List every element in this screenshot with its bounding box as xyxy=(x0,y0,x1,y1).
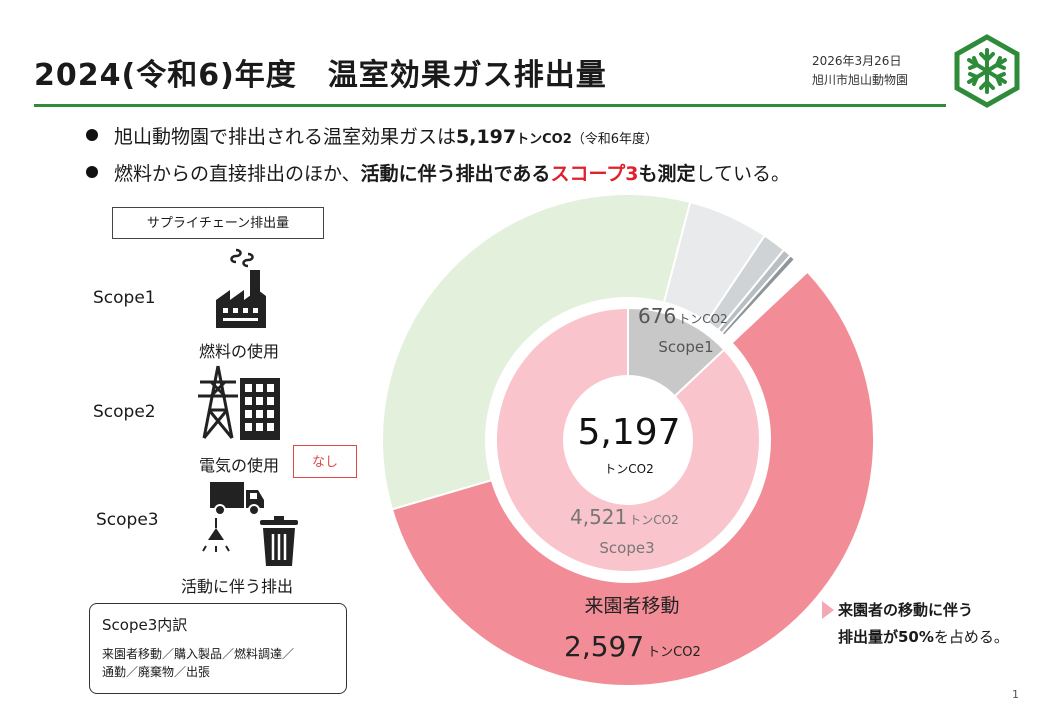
outer-slice-1 xyxy=(381,193,692,511)
scope2-label: Scope2 xyxy=(93,402,156,422)
breakdown-title: Scope3内訳 xyxy=(102,616,188,634)
page-title: 2024(令和6)年度 温室効果ガス排出量 xyxy=(34,58,607,93)
scope3-caption: 活動に伴う排出 xyxy=(181,577,294,596)
scope1-caption: 燃料の使用 xyxy=(199,342,280,361)
scope3-series-label: Scope3 xyxy=(599,539,654,557)
zoo-logo xyxy=(950,34,1024,108)
scope3-breakdown-box: Scope3内訳 来園者移動／購入製品／燃料調達／ 通勤／廃棄物／出張 xyxy=(89,603,347,694)
breakdown-line-2: 通勤／廃棄物／出張 xyxy=(102,665,211,679)
org-label: 旭川市旭山動物園 xyxy=(812,73,909,87)
breakdown-line-1: 来園者移動／購入製品／燃料調達／ xyxy=(102,647,295,661)
emissions-donut-chart: 5,197 トンCO2 676 トンCO2 Scope1 4,521 トンCO2 S… xyxy=(380,190,880,690)
outer-ring xyxy=(381,193,875,687)
header-divider xyxy=(34,104,946,107)
outer-slice-6 xyxy=(723,257,809,345)
visitor-series-label: 来園者移動 xyxy=(584,595,679,617)
note-line-2: 排出量が50%を占める。 xyxy=(838,628,1009,646)
power-building-icon xyxy=(196,364,284,444)
supply-chain-label: サプライチェーン排出量 xyxy=(112,207,324,239)
inner-slice-1 xyxy=(495,306,761,573)
total-value-label: 5,197 xyxy=(577,412,680,453)
outer-slice-0 xyxy=(390,270,875,687)
scope2-none-badge: なし xyxy=(293,445,357,478)
truck-light-trash-icon xyxy=(196,478,306,574)
note-line-1: 来園者の移動に伴う xyxy=(838,601,974,619)
scope3-value-label: 4,521 トンCO2 xyxy=(570,505,679,529)
scope1-series-label: Scope1 xyxy=(658,338,713,356)
factory-icon xyxy=(212,248,270,334)
scope2-caption: 電気の使用 xyxy=(199,456,280,475)
date-label: 2026年3月26日 xyxy=(812,54,902,68)
page-number: 1 xyxy=(1012,688,1019,701)
scope1-label: Scope1 xyxy=(93,288,156,308)
visitor-value-label: 2,597 トンCO2 xyxy=(564,630,701,663)
total-unit-label: トンCO2 xyxy=(604,462,653,476)
scope3-label: Scope3 xyxy=(96,510,159,530)
note-pointer xyxy=(822,601,834,619)
inner-ring xyxy=(495,306,761,573)
bullet-2: 燃料からの直接排出のほか、活動に伴う排出であるスコープ3も測定している。 xyxy=(86,159,790,186)
bullet-1: 旭山動物園で排出される温室効果ガスは5,197トンCO2（令和6年度） xyxy=(86,122,658,149)
scope1-value-label: 676 トンCO2 xyxy=(638,304,728,328)
